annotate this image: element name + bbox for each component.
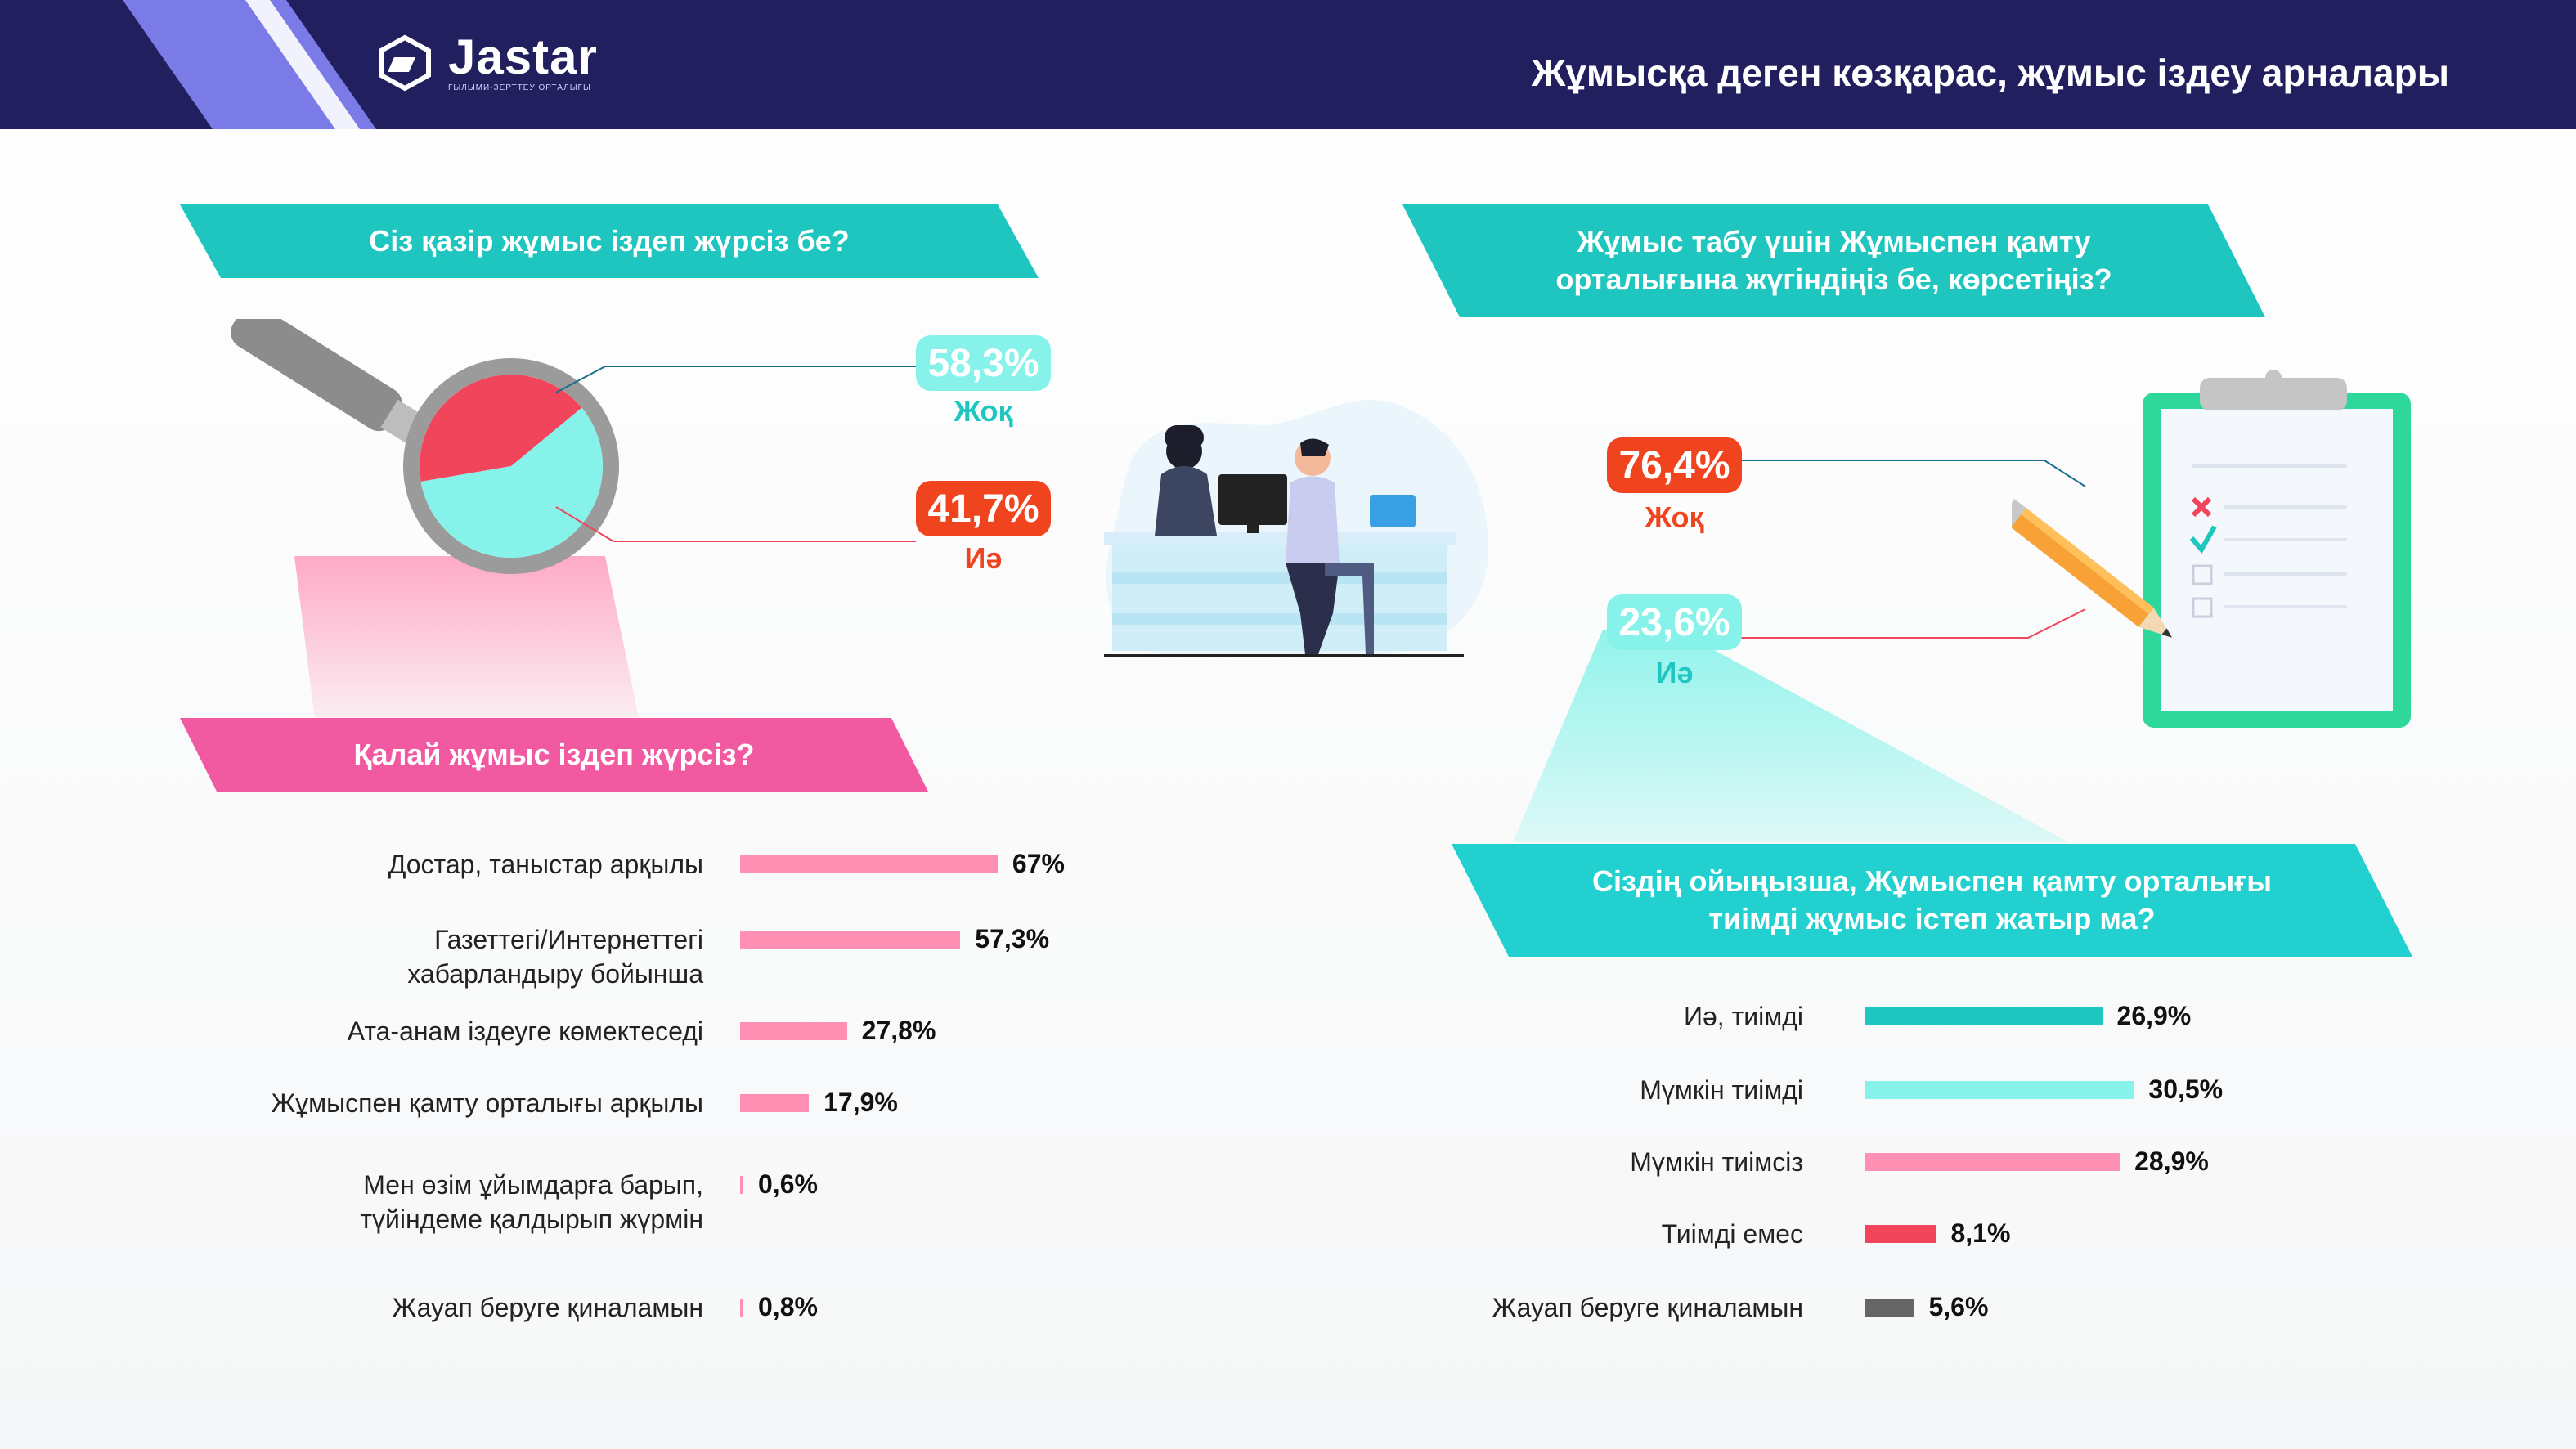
- pie1-slice-1: [420, 375, 582, 482]
- left-bars-label-1-line-1: хабарландыру бойынша: [407, 959, 703, 989]
- left-bars-label-3-line-0: Жұмыспен қамту орталығы арқылы: [271, 1088, 703, 1118]
- right-bars-label-1: Мүмкін тиімді: [1325, 1073, 1803, 1107]
- left-bars-label-5: Жауап беруге қиналамын: [164, 1290, 703, 1325]
- right-bars-label-3: Тиімді емес: [1325, 1217, 1803, 1251]
- label-q1-no: Жоқ: [954, 394, 1013, 428]
- right-bars-bar-3: [1865, 1225, 1936, 1243]
- header-stripes: [123, 0, 376, 129]
- left-bars-bar-0: [740, 855, 998, 873]
- left-bars-value-2: 27,8%: [861, 1016, 936, 1045]
- left-bars-label-4: Мен өзім ұйымдарға барып, түйіндеме қалды…: [164, 1168, 703, 1236]
- left-bars-label-1-line-0: Газеттегі/Интернеттегі: [434, 925, 703, 954]
- left-bars-label-4-line-1: түйіндеме қалдырып жүрмін: [360, 1205, 703, 1234]
- banner-shape-3: [1402, 204, 2265, 317]
- leader-line-yes: [555, 506, 916, 542]
- brand-subtitle: ҒЫЛЫМИ-ЗЕРТТЕУ ОРТАЛЫҒЫ: [448, 83, 591, 92]
- banner-shape-2: [180, 718, 928, 792]
- right-bars-label-3-line-0: Тиімді емес: [1661, 1219, 1803, 1249]
- left-bars-label-1: Газеттегі/Интернеттегі хабарландыру бойын…: [164, 922, 703, 991]
- right-bars-bar-2: [1865, 1153, 2120, 1171]
- right-bars-bar-1: [1865, 1081, 2134, 1099]
- right-bars-label-0-line-0: Иә, тиімді: [1684, 1002, 1803, 1031]
- right-bars-label-1-line-0: Мүмкін тиімді: [1640, 1075, 1803, 1105]
- right-bars-bar-0: [1865, 1007, 2103, 1025]
- badge-q3-yes: 23,6%: [1607, 594, 1742, 650]
- left-bars-label-2-line-0: Ата-анам іздеуге көмектеседі: [347, 1016, 703, 1046]
- jastar-logo-icon: [379, 34, 431, 91]
- label-q3-yes: Иә: [1655, 656, 1694, 689]
- header-bar: Jastar ҒЫЛЫМИ-ЗЕРТТЕУ ОРТАЛЫҒЫ Жұмысқа д…: [0, 0, 2576, 129]
- left-bars-bar-3: [740, 1094, 810, 1112]
- question-2-title: Қалай жұмыс іздеп жүрсіз?: [353, 738, 755, 771]
- pencil-icon: [2012, 499, 2172, 638]
- question-3-line-1: Жұмыс табу үшін Жұмыспен қамту: [1577, 225, 2091, 258]
- right-bars-value-2: 28,9%: [2134, 1146, 2209, 1176]
- left-bars-bar-4: [740, 1176, 743, 1194]
- page-title: Жұмысқа деген көзқарас, жұмыс іздеу арна…: [1531, 52, 2449, 94]
- question-banner-1: Сіз қазір жұмыс іздеп жүрсіз бе?: [180, 204, 1039, 278]
- left-bars-bar-1: [740, 931, 961, 949]
- left-bars-label-2: Ата-анам іздеуге көмектеседі: [164, 1014, 703, 1048]
- banner-shape-1: [180, 204, 1039, 278]
- right-bars-label-0: Иә, тиімді: [1325, 999, 1803, 1034]
- brand-name: Jastar: [448, 29, 598, 84]
- pie1-slice-0: [420, 407, 603, 558]
- left-bars-value-0: 67%: [1012, 849, 1065, 878]
- leader-line-q3-yes: [1734, 608, 2086, 639]
- right-bars-bar-4: [1865, 1299, 1914, 1317]
- right-bars-value-1: 30,5%: [2148, 1074, 2224, 1104]
- left-bars-value-5: 0,8%: [758, 1292, 818, 1321]
- badge-q1-no: 58,3%: [916, 335, 1051, 391]
- question-3-title: Жұмыс табу үшін Жұмыспен қамту орталығын…: [1555, 223, 2112, 298]
- left-bars-value-3: 17,9%: [824, 1088, 898, 1117]
- question-4-title: Сіздің ойыңызша, Жұмыспен қамту орталығы…: [1592, 863, 2272, 938]
- right-bars-value-4: 5,6%: [1928, 1292, 1989, 1321]
- right-bars-label-2: Мүмкін тиімсіз: [1325, 1145, 1803, 1179]
- question-4-line-1: Сіздің ойыңызша, Жұмыспен қамту орталығы: [1592, 864, 2272, 898]
- pie1-leader-lines: [555, 366, 916, 542]
- banner-shape-4: [1452, 844, 2412, 957]
- question-banner-4: Сіздің ойыңызша, Жұмыспен қамту орталығы…: [1452, 844, 2412, 957]
- left-bars-value-4: 0,6%: [758, 1169, 818, 1199]
- badge-q1-yes: 41,7%: [916, 481, 1051, 536]
- question-3-line-2: орталығына жүгіндіңіз бе, көрсетіңіз?: [1555, 262, 2112, 296]
- left-bars-label-4-line-0: Мен өзім ұйымдарға барып,: [363, 1170, 703, 1200]
- left-bars-bar-2: [740, 1022, 847, 1040]
- badge-q3-no: 76,4%: [1607, 437, 1742, 493]
- right-bars-label-4: Жауап беруге қиналамын: [1325, 1290, 1803, 1325]
- left-bars-label-3: Жұмыспен қамту орталығы арқылы: [164, 1086, 703, 1120]
- question-banner-3: Жұмыс табу үшін Жұмыспен қамту орталығын…: [1402, 204, 2265, 317]
- question-banner-2: Қалай жұмыс іздеп жүрсіз?: [180, 718, 928, 792]
- right-bars-label-4-line-0: Жауап беруге қиналамын: [1492, 1293, 1803, 1322]
- question-4-line-2: тиімді жұмыс істеп жатыр ма?: [1708, 902, 2156, 935]
- magnifier-beam: [294, 556, 646, 752]
- header-stripe-2: [245, 0, 360, 129]
- label-q3-no: Жоқ: [1645, 500, 1704, 534]
- label-q1-yes: Иә: [964, 541, 1003, 575]
- leader-line-no: [555, 366, 916, 393]
- left-bars-label-0-line-0: Достар, таныстар арқылы: [388, 850, 703, 879]
- right-bars-value-0: 26,9%: [2116, 1001, 2192, 1030]
- right-bars-value-3: 8,1%: [1950, 1218, 2011, 1248]
- left-bars-value-1: 57,3%: [975, 924, 1050, 953]
- pie2-beam: [1513, 630, 2069, 842]
- magnifier-icon: [231, 319, 646, 752]
- pie2-leader-lines: [1734, 460, 2086, 639]
- left-bars-label-5-line-0: Жауап беруге қиналамын: [392, 1293, 703, 1322]
- right-bars-label-2-line-0: Мүмкін тиімсіз: [1630, 1147, 1803, 1177]
- pie-chart-1: [420, 375, 603, 558]
- office-meeting-illustration: [1104, 400, 1488, 657]
- clipboard-checklist-icon: [2012, 370, 2411, 728]
- brand: Jastar ҒЫЛЫМИ-ЗЕРТТЕУ ОРТАЛЫҒЫ: [376, 33, 598, 92]
- leader-line-q3-no: [1734, 460, 2086, 487]
- question-1-title: Сіз қазір жұмыс іздеп жүрсіз бе?: [369, 224, 850, 258]
- magnifier-handle: [231, 319, 402, 432]
- left-bars-label-0: Достар, таныстар арқылы: [164, 847, 703, 882]
- left-bars-bar-5: [740, 1299, 743, 1317]
